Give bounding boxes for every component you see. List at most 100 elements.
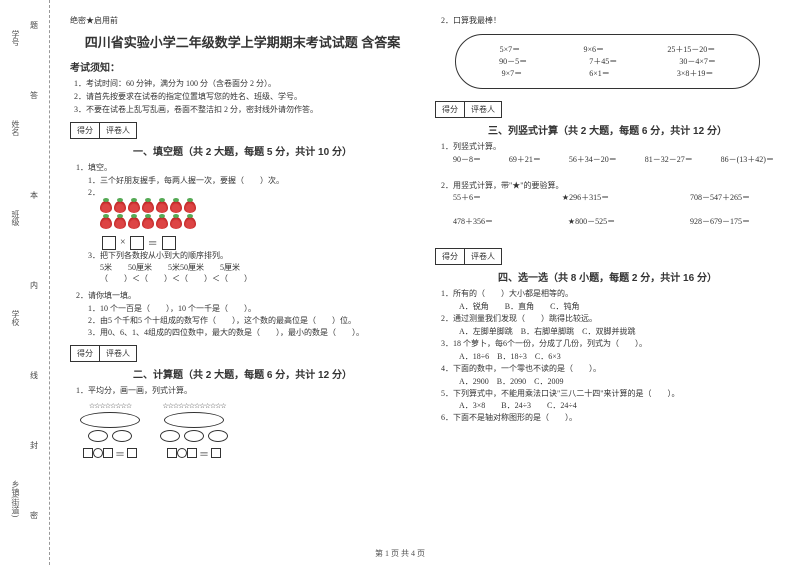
bind-label-name: 姓名 xyxy=(10,120,21,136)
exam-title: 四川省实验小学二年级数学上学期期末考试试题 含答案 xyxy=(70,32,415,51)
q1-sub3: 3．把下列各数按从小到大的顺序排列。 xyxy=(88,250,415,262)
shape-eq-2: ＝ xyxy=(167,446,221,461)
q1-sub1: 1．三个好朋友握手，每两人握一次，要握（ ）次。 xyxy=(88,175,415,187)
blank-sq xyxy=(211,448,221,458)
strawberry-icon xyxy=(156,217,168,229)
blank-square xyxy=(130,236,144,250)
s4-opt5: A．3×8 B．24÷3 C．24÷4 xyxy=(459,400,780,412)
notice-head: 考试须知： xyxy=(70,59,415,74)
strawberry-icon xyxy=(184,201,196,213)
strawberry-icon xyxy=(184,217,196,229)
equation-shapes: ×＝ xyxy=(100,235,415,250)
strawberry-icon xyxy=(100,201,112,213)
section-4-title: 四、选一选（共 8 小题，每题 2 分，共计 16 分） xyxy=(435,269,780,284)
expr: 55＋6＝ xyxy=(453,192,481,204)
blank-sq xyxy=(103,448,113,458)
strawberry-icon xyxy=(128,217,140,229)
s4-opt2: A．左脚单脚跳 B．右脚单脚跳 C．双脚并拢跳 xyxy=(459,326,780,338)
strawberry-icon xyxy=(142,217,154,229)
expr: 56＋34－20＝ xyxy=(569,154,617,166)
expr: 69＋21＝ xyxy=(509,154,541,166)
notice-2: 2．请首先按要求在试卷的指定位置填写您的姓名、班级、学号。 xyxy=(74,91,415,104)
page-columns: 绝密★启用前 四川省实验小学二年级数学上学期期末考试试题 含答案 考试须知： 1… xyxy=(50,0,800,565)
grader-cell: 评卷人 xyxy=(100,346,136,361)
s3-row1: 90－8＝ 69＋21＝ 56＋34－20＝ 81－32－27＝ 86－(13＋… xyxy=(453,154,774,166)
q1-sub2: 2． xyxy=(88,187,415,199)
s4-q6: 6．下面不是轴对称图形的是（ ）。 xyxy=(441,412,780,425)
expr: 7＋45＝ xyxy=(589,56,617,67)
stars-1: ☆☆☆☆☆☆☆☆ xyxy=(89,402,131,410)
secrecy-label: 绝密★启用前 xyxy=(70,15,415,26)
score-cell: 得分 xyxy=(71,123,100,138)
expr: ★800－525＝ xyxy=(568,216,615,228)
s4-q1: 1．所有的（ ）大小都是相等的。 xyxy=(441,288,780,301)
score-box-2: 得分 评卷人 xyxy=(70,345,137,362)
stars-2: ☆☆☆☆☆☆☆☆☆☆☆☆ xyxy=(162,402,225,410)
oval-group-2: ☆☆☆☆☆☆☆☆☆☆☆☆ ＝ xyxy=(160,402,228,461)
strawberry-icon xyxy=(128,201,140,213)
expr: 9×7＝ xyxy=(502,68,523,79)
cloud-row-1: 5×7＝ 9×6＝ 25＋15－20＝ xyxy=(468,44,747,55)
expr: 90－5＝ xyxy=(499,56,527,67)
score-cell: 得分 xyxy=(71,346,100,361)
grader-cell: 评卷人 xyxy=(100,123,136,138)
blank-square xyxy=(162,236,176,250)
strawberry-icon xyxy=(114,217,126,229)
expr: 81－32－27＝ xyxy=(645,154,693,166)
q2-head: 2．请你填一填。 xyxy=(76,290,415,303)
right-column: 2．口算我最棒！ 5×7＝ 9×6＝ 25＋15－20＝ 90－5＝ 7＋45＝… xyxy=(425,15,790,540)
oval-big xyxy=(164,412,224,428)
oval-row xyxy=(88,430,132,442)
oval-sm xyxy=(112,430,132,442)
expr: 9×6＝ xyxy=(583,44,604,55)
score-cell: 得分 xyxy=(436,249,465,264)
cloud-row-2: 90－5＝ 7＋45＝ 30－4×7＝ xyxy=(468,56,747,67)
vert-4: 内 xyxy=(30,280,38,291)
s3-q2: 2．用竖式计算，带"★"的要验算。 xyxy=(441,180,780,193)
bind-label-town: 乡镇(街道) xyxy=(10,480,21,517)
eq-op: ＝ xyxy=(148,235,158,250)
oval-sm xyxy=(208,430,228,442)
oval-big xyxy=(80,412,140,428)
s3-q1: 1．列竖式计算。 xyxy=(441,141,780,154)
oval-row xyxy=(160,430,228,442)
rq2-head: 2．口算我最棒！ xyxy=(441,15,780,28)
vert-5: 线 xyxy=(30,370,38,381)
strawberry-icon xyxy=(170,217,182,229)
strawberry-icon xyxy=(170,201,182,213)
vert-6: 封 xyxy=(30,440,38,451)
bind-label-class: 班级 xyxy=(10,210,21,226)
cloud-row-3: 9×7＝ 6×1＝ 3×8＋19＝ xyxy=(468,68,747,79)
expr: 928－679－175＝ xyxy=(690,216,750,228)
s4-q5: 5．下列算式中，不能用乘法口诀"三八二十四"来计算的是（ ）。 xyxy=(441,388,780,401)
q2-l2: 2．由5 个千和5 个十组成的数写作（ ），这个数的最高位是（ ）位。 xyxy=(88,315,415,327)
page-footer: 第 1 页 共 4 页 xyxy=(0,548,800,559)
eq-op: ＝ xyxy=(115,446,125,461)
blank-circ xyxy=(93,448,103,458)
expr: 90－8＝ xyxy=(453,154,481,166)
binding-margin: 学号 姓名 班级 学校 乡镇(街道) 题 答 本 内 线 封 密 xyxy=(0,0,50,565)
strawberry-icon xyxy=(100,217,112,229)
score-box-4: 得分 评卷人 xyxy=(435,248,502,265)
bind-label-id: 学号 xyxy=(10,30,21,46)
score-cell: 得分 xyxy=(436,102,465,117)
s4-q2: 2．通过测量我们发现（ ）跳得比较远。 xyxy=(441,313,780,326)
notice-3: 3．不要在试卷上乱写乱画，卷面不整洁扣 2 分，密封线外请勿作答。 xyxy=(74,104,415,117)
s4-opt4: A．2900 B．2090 C．2009 xyxy=(459,376,780,388)
eq-op: ＝ xyxy=(199,446,209,461)
bind-label-school: 学校 xyxy=(10,310,21,326)
notice-1: 1．考试时间：60 分钟，满分为 100 分（含卷面分 2 分）。 xyxy=(74,78,415,91)
s4-opt3: A．18÷6 B．18÷3 C．6×3 xyxy=(459,351,780,363)
vert-3: 本 xyxy=(30,190,38,201)
expr: 708－547＋265＝ xyxy=(690,192,750,204)
blank-sq xyxy=(187,448,197,458)
strawberry-row-2 xyxy=(100,217,415,231)
strawberry-icon xyxy=(156,201,168,213)
oval-diagrams: ☆☆☆☆☆☆☆☆ ＝ ☆☆☆☆☆☆☆☆☆☆☆☆ xyxy=(80,402,415,461)
blank-square xyxy=(102,236,116,250)
blank-sq xyxy=(83,448,93,458)
vert-2: 答 xyxy=(30,90,38,101)
q3-head: 1．平均分，画一画，列式计算。 xyxy=(76,385,415,398)
expr: 6×1＝ xyxy=(589,68,610,79)
q2-l3: 3．用0、6、1、4组成的四位数中，最大的数是（ ），最小的数是（ ）。 xyxy=(88,327,415,339)
